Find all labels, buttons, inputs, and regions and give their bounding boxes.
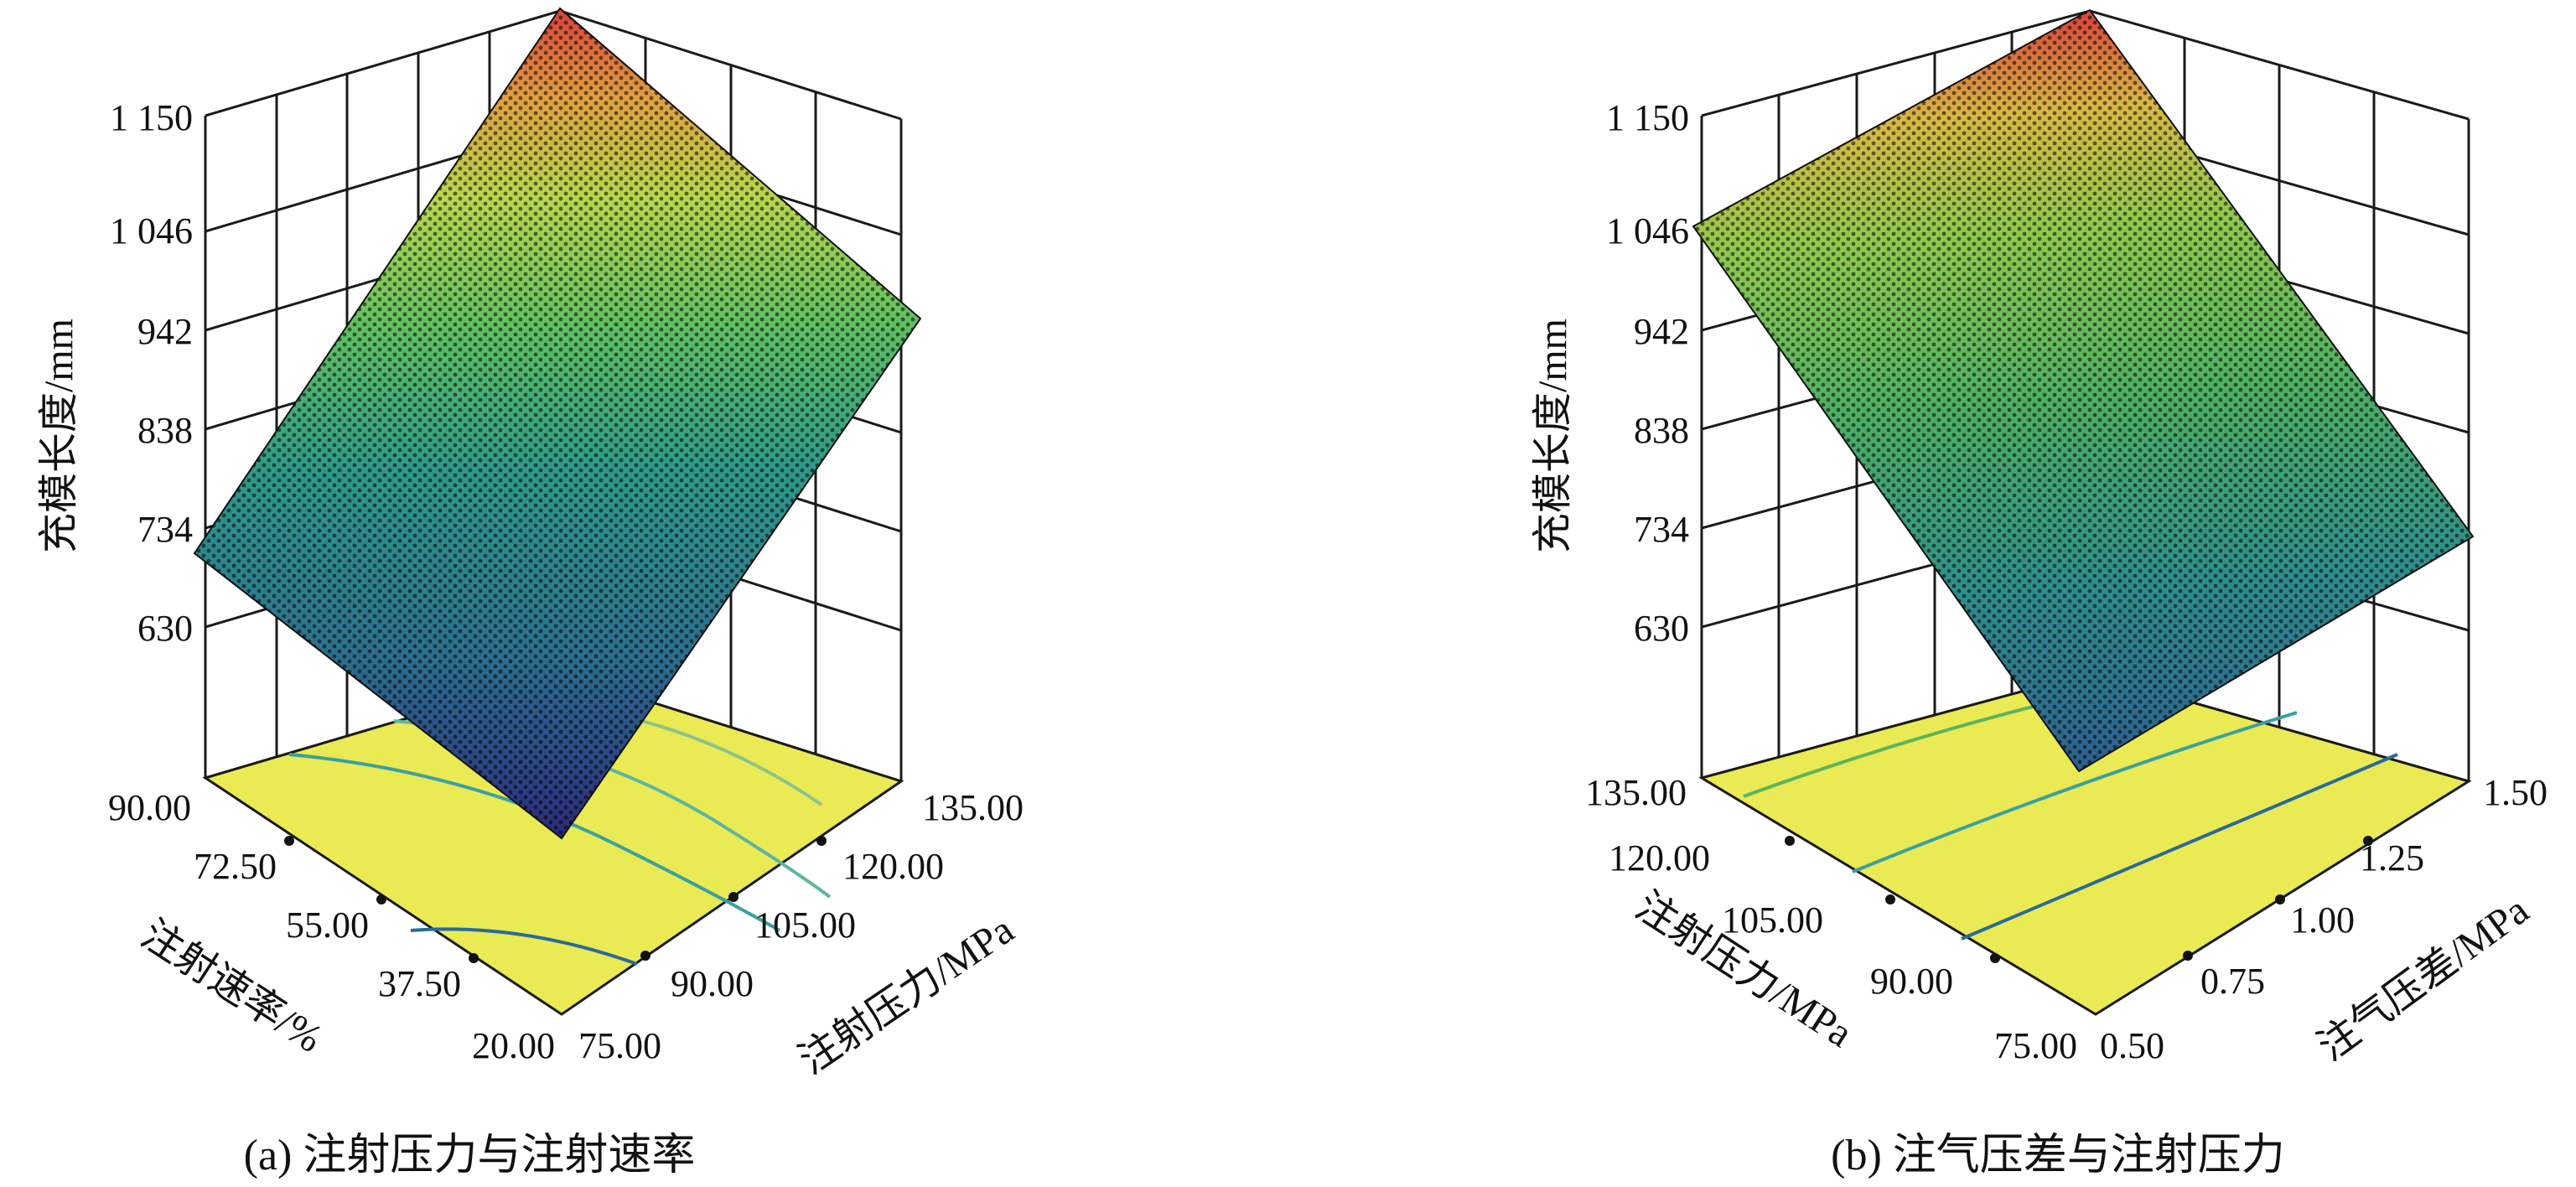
panel-b-x-tick: 120.00 — [1609, 837, 1710, 879]
panel-b-z-tick: 630 — [1634, 608, 1689, 649]
panel-b-x-ticks: 135.00 120.00 105.00 90.00 75.00 — [1585, 772, 2077, 1066]
panel-a-x-tick: 20.00 — [472, 1025, 555, 1066]
panel-b-x-tick-marks — [1785, 836, 2000, 963]
panel-a-y-tick: 135.00 — [922, 787, 1024, 828]
panel-a-z-tick: 630 — [137, 608, 193, 649]
panel-b-x-tick: 135.00 — [1585, 772, 1687, 813]
panel-a-z-ticks: 1 150 1 046 942 838 734 630 — [110, 97, 193, 649]
panel-b-y-tick: 0.75 — [2200, 961, 2265, 1002]
panel-b-x-tick: 75.00 — [1994, 1025, 2077, 1066]
panel-a-z-tick: 1 046 — [110, 210, 193, 251]
panel-b-z-tick: 838 — [1634, 410, 1689, 451]
panel-a-x-tick: 37.50 — [378, 963, 461, 1004]
panel-b-z-tick: 734 — [1634, 509, 1689, 550]
panel-a-y-tick: 75.00 — [578, 1025, 661, 1066]
panel-a: 1 150 1 046 942 838 734 630 充模长度/mm 90.0… — [37, 7, 1024, 1179]
panel-a-z-tick: 942 — [137, 311, 193, 352]
panel-b-caption: (b) 注气压差与注射压力 — [1831, 1132, 2285, 1179]
panel-a-caption: (a) 注射压力与注射速率 — [244, 1132, 696, 1179]
panel-a-x-ticks: 90.00 72.50 55.00 37.50 20.00 — [108, 787, 555, 1066]
panel-b-y-tick: 1.00 — [2290, 899, 2355, 941]
panel-b-y-ticks: 0.50 0.75 1.00 1.25 1.50 — [2100, 772, 2547, 1066]
panel-a-y-tick: 105.00 — [754, 905, 856, 946]
panel-b-x-tick: 90.00 — [1870, 961, 1953, 1002]
panel-a-y-tick: 120.00 — [842, 846, 944, 887]
panel-b-y-tick: 0.50 — [2100, 1025, 2164, 1066]
panel-b-surface — [1692, 8, 2475, 773]
panel-a-x-tick: 55.00 — [286, 905, 369, 946]
panel-a-z-label: 充模长度/mm — [37, 319, 81, 553]
panel-a-x-tick: 90.00 — [108, 787, 191, 828]
panel-a-z-tick: 734 — [137, 509, 193, 550]
panel-a-z-tick: 838 — [137, 410, 193, 451]
panel-b-z-label: 充模长度/mm — [1531, 319, 1575, 553]
panel-a-y-tick: 90.00 — [671, 963, 754, 1004]
panel-b-z-tick: 1 150 — [1606, 97, 1689, 138]
panel-a-z-tick: 1 150 — [110, 97, 193, 138]
panel-b-z-ticks: 1 150 1 046 942 838 734 630 — [1606, 97, 1689, 649]
panel-b: 1 150 1 046 942 838 734 630 充模长度/mm 135.… — [1531, 8, 2547, 1179]
panel-b-x-tick: 105.00 — [1722, 899, 1823, 941]
panel-b-contour-plane — [1698, 671, 2472, 1016]
panel-b-y-tick-marks — [2183, 836, 2373, 961]
panel-b-z-tick: 942 — [1634, 311, 1689, 352]
panel-a-x-tick-marks — [284, 836, 479, 963]
panel-a-x-tick: 72.50 — [194, 846, 277, 887]
panel-b-y-tick: 1.50 — [2483, 772, 2547, 813]
panel-a-y-ticks: 75.00 90.00 105.00 120.00 135.00 — [578, 787, 1024, 1066]
panel-a-surface — [193, 7, 922, 840]
panel-a-y-tick-marks — [640, 836, 827, 961]
panel-b-z-tick: 1 046 — [1606, 210, 1689, 251]
